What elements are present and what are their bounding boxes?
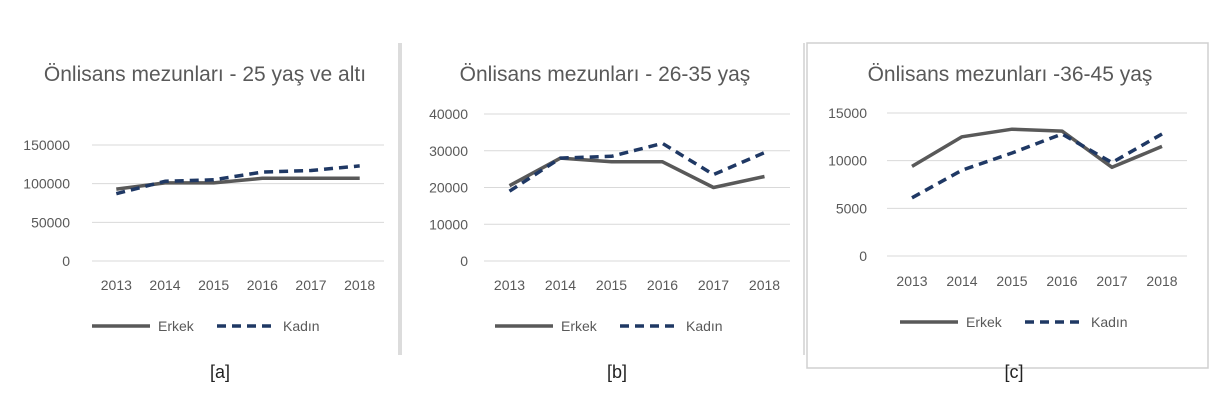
x-tick-label: 2017 bbox=[295, 277, 326, 293]
y-tick-label: 10000 bbox=[828, 153, 867, 169]
series-line-erkek bbox=[508, 156, 765, 190]
chart-svg: 0 5000 10000 15000 2013 2014 2015 2016 2017 2018 E… bbox=[806, 42, 1209, 369]
series-line-kadin bbox=[508, 141, 766, 193]
y-tick-label: 50000 bbox=[31, 214, 70, 230]
x-tick-label: 2017 bbox=[698, 277, 729, 293]
series-line-kadin bbox=[115, 164, 360, 196]
x-tick-label: 2018 bbox=[749, 277, 780, 293]
x-tick-label: 2014 bbox=[946, 273, 977, 289]
y-tick-label: 100000 bbox=[23, 176, 70, 192]
panel-border bbox=[806, 42, 1209, 369]
y-tick-label: 5000 bbox=[836, 200, 867, 216]
x-tick-label: 2013 bbox=[101, 277, 132, 293]
y-tick-label: 0 bbox=[460, 253, 468, 269]
x-tick-label: 2016 bbox=[1046, 273, 1077, 289]
legend-label: Erkek bbox=[158, 318, 195, 334]
chart-panel-a: Önlisans mezunları - 25 yaş ve altı 0 500… bbox=[0, 0, 400, 360]
x-tick-label: 2017 bbox=[1096, 273, 1127, 289]
chart-title: Önlisans mezunları -36-45 yaş bbox=[867, 63, 1153, 86]
chart-svg: 0 10000 20000 30000 40000 2013 2014 2015 2016 201… bbox=[400, 43, 805, 355]
chart-title: Önlisans mezunları - 25 yaş ve altı bbox=[43, 63, 367, 86]
series-line-kadin bbox=[911, 132, 1163, 200]
x-tick-label: 2015 bbox=[996, 273, 1027, 289]
caption-c: [c] bbox=[1004, 362, 1024, 382]
y-tick-label: 150000 bbox=[23, 137, 70, 153]
legend-label: Erkek bbox=[561, 318, 598, 334]
legend-label: Kadın bbox=[686, 318, 723, 334]
series-line-erkek bbox=[911, 127, 1163, 170]
chart-title: Önlisans mezunları - 26-35 yaş bbox=[459, 63, 751, 86]
y-tick-label: 10000 bbox=[429, 216, 468, 232]
y-tick-label: 0 bbox=[859, 248, 867, 264]
chart-panel-c: Önlisans mezunları -36-45 yaş 0 5000 10000… bbox=[805, 0, 1210, 369]
x-tick-label: 2014 bbox=[149, 277, 180, 293]
y-tick-label: 15000 bbox=[828, 105, 867, 121]
x-tick-label: 2013 bbox=[494, 277, 525, 293]
x-tick-label: 2013 bbox=[896, 273, 927, 289]
x-tick-label: 2016 bbox=[247, 277, 278, 293]
series-line-erkek bbox=[116, 176, 360, 191]
x-tick-label: 2016 bbox=[647, 277, 678, 293]
legend-label: Erkek bbox=[966, 314, 1003, 330]
x-tick-label: 2014 bbox=[545, 277, 576, 293]
chart-panel-b: Önlisans mezunları - 26-35 yaş 0 10000 200… bbox=[400, 0, 805, 360]
y-tick-label: 20000 bbox=[429, 180, 468, 196]
caption-b: [b] bbox=[606, 362, 627, 382]
y-tick-label: 40000 bbox=[429, 106, 468, 122]
x-tick-label: 2015 bbox=[198, 277, 229, 293]
x-tick-label: 2018 bbox=[1146, 273, 1177, 289]
chart-svg: 0 50000 100000 150000 2013 2014 2015 2016 2017 20… bbox=[23, 43, 400, 355]
y-tick-label: 0 bbox=[62, 253, 70, 269]
x-tick-label: 2015 bbox=[596, 277, 627, 293]
legend-label: Kadın bbox=[283, 318, 320, 334]
legend-label: Kadın bbox=[1091, 314, 1128, 330]
x-tick-label: 2018 bbox=[344, 277, 375, 293]
caption-a: [a] bbox=[209, 362, 230, 382]
y-tick-label: 30000 bbox=[429, 143, 468, 159]
